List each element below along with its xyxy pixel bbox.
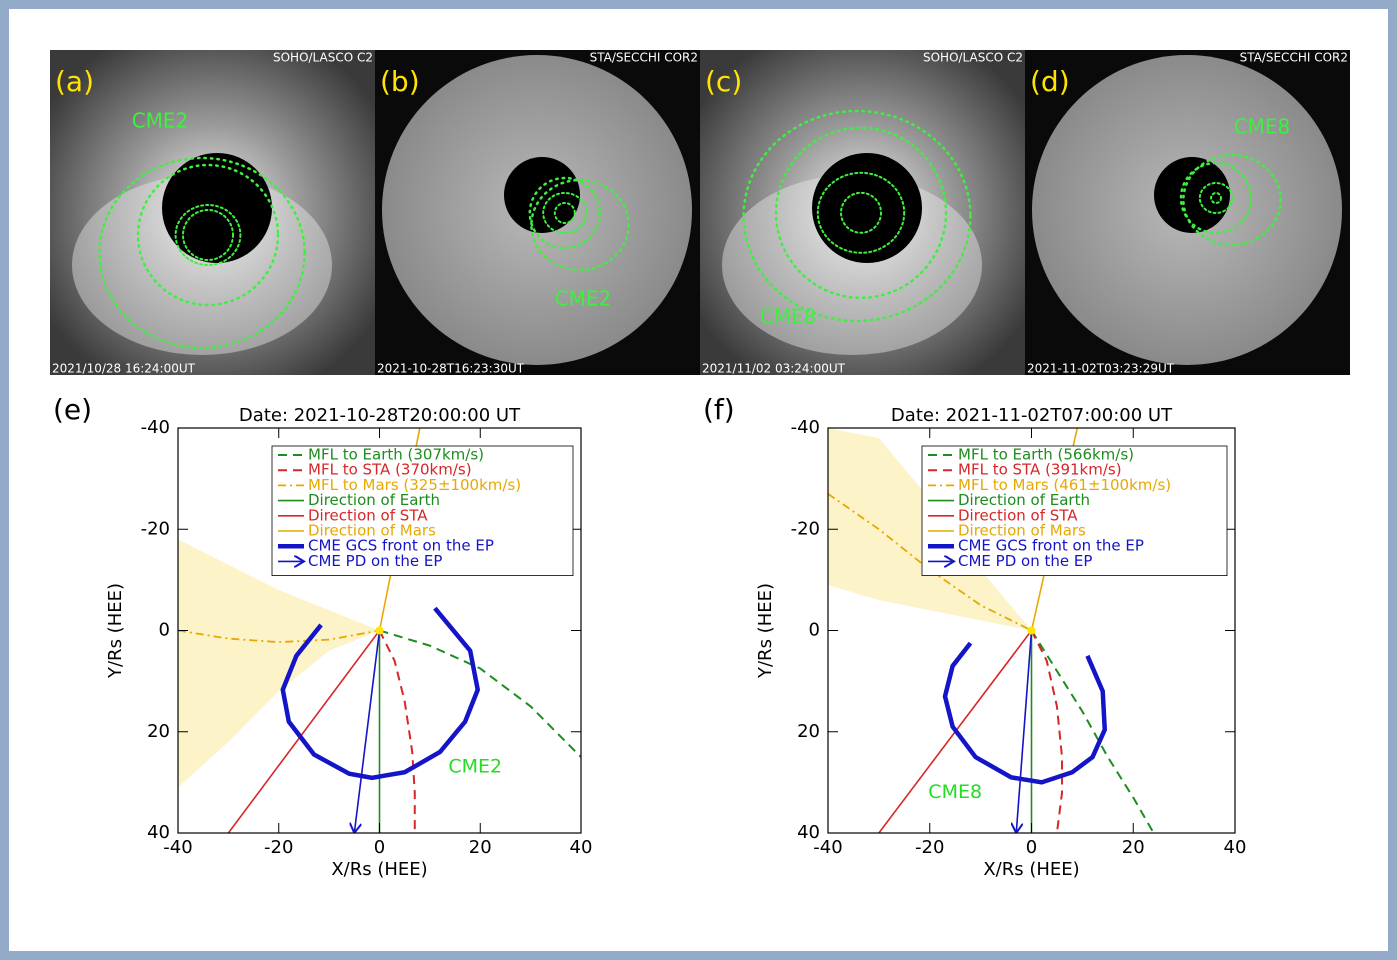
occulter [812,153,922,263]
y-tick-label: 20 [797,721,820,742]
panel-label: (f) [703,393,735,426]
series-line [1016,631,1031,834]
chart-title: Date: 2021-11-02T07:00:00 UT [891,405,1173,426]
timestamp: 2021/11/02 03:24:00UT [702,362,846,376]
y-axis-label: Y/Rs (HEE) [105,583,126,679]
y-tick-label: 0 [809,620,820,641]
instrument-label: SOHO/LASCO C2 [923,51,1023,65]
panel-label: (d) [1030,65,1070,98]
uncertainty-band [178,539,380,787]
series-line [1032,631,1154,834]
x-tick-label: 40 [570,837,593,858]
sun-marker [376,627,384,635]
annotation: CME2 [448,756,502,778]
x-tick-label: 0 [1026,837,1037,858]
figure-canvas: (a) SOHO/LASCO C2 2021/10/28 16:24:00UT CME… [0,0,1397,960]
image-panel: (b) STA/SECCHI COR2 2021-10-28T16:23:30UT C… [375,50,700,376]
x-tick-label: 20 [469,837,492,858]
cme-label: CME2 [132,109,189,133]
timestamp: 2021-10-28T16:23:30UT [377,362,525,376]
y-tick-label: 40 [147,822,170,843]
y-axis-label: Y/Rs (HEE) [755,583,776,679]
panel-label: (b) [380,65,420,98]
instrument-label: STA/SECCHI COR2 [1240,51,1348,65]
timestamp: 2021/10/28 16:24:00UT [52,362,196,376]
image-panel: (d) STA/SECCHI COR2 2021-11-02T03:23:29UT C… [1025,50,1350,376]
x-tick-label: 40 [1224,837,1247,858]
image-panel: (a) SOHO/LASCO C2 2021/10/28 16:24:00UT CME… [50,50,375,376]
series-line [380,631,415,834]
panel-label: (c) [705,65,742,98]
legend-label: CME PD on the EP [958,552,1092,570]
series-line [1032,631,1063,834]
chart-title: Date: 2021-10-28T20:00:00 UT [239,405,521,426]
cme-label: CME8 [760,305,817,329]
image-panel: (c) SOHO/LASCO C2 2021/11/02 03:24:00UT CME… [700,50,1025,376]
panel-label: (e) [53,393,92,426]
y-tick-label: -40 [141,417,170,438]
timestamp: 2021-11-02T03:23:29UT [1027,362,1175,376]
y-tick-label: -20 [141,518,170,539]
y-tick-label: 0 [159,620,170,641]
y-tick-label: -20 [791,518,820,539]
x-axis-label: X/Rs (HEE) [331,859,427,880]
annotation: CME8 [928,781,982,803]
series-line [354,631,379,834]
x-tick-label: 20 [1122,837,1145,858]
x-tick-label: -20 [915,837,944,858]
x-tick-label: -20 [264,837,293,858]
legend-label: CME PD on the EP [308,552,442,570]
y-tick-label: 40 [797,822,820,843]
x-axis-label: X/Rs (HEE) [983,859,1079,880]
cme-label: CME2 [555,287,612,311]
instrument-label: SOHO/LASCO C2 [273,51,373,65]
figure: (a) SOHO/LASCO C2 2021/10/28 16:24:00UT CME… [0,0,1397,960]
panel-label: (a) [55,65,94,98]
sun-marker [1028,627,1036,635]
y-tick-label: -40 [791,417,820,438]
cme-label: CME8 [1234,115,1291,139]
occulter [1154,157,1230,233]
x-tick-label: 0 [374,837,385,858]
instrument-label: STA/SECCHI COR2 [590,51,698,65]
y-tick-label: 20 [147,721,170,742]
